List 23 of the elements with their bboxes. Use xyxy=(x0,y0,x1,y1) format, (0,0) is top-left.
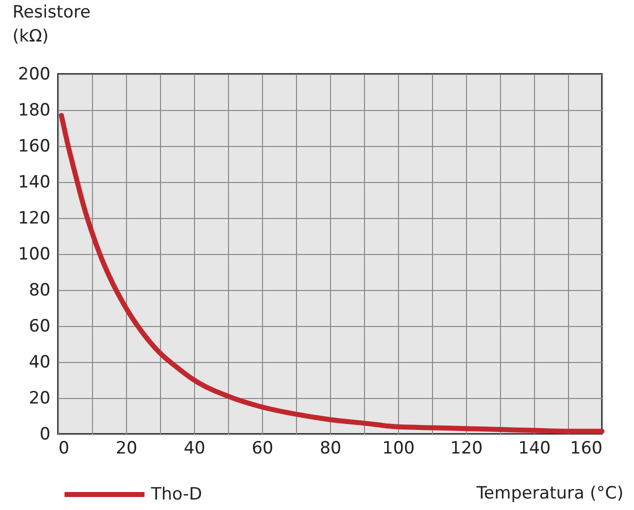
y-tick-label: 60 xyxy=(28,316,50,336)
x-tick-label: 80 xyxy=(320,438,342,458)
x-tick-label: 160 xyxy=(570,438,602,458)
x-tick-label: 100 xyxy=(382,438,415,458)
y-tick-label: 200 xyxy=(18,64,50,84)
y-tick-label: 180 xyxy=(18,100,50,120)
y-tick-label: 120 xyxy=(18,208,50,228)
y-tick-label: 160 xyxy=(18,136,50,156)
y-axis-title: Resistore (kΩ) xyxy=(12,2,91,46)
x-tick-label: 40 xyxy=(184,438,206,458)
y-tick-label: 20 xyxy=(28,388,50,408)
x-tick-label: 120 xyxy=(450,438,483,458)
x-tick-label: 140 xyxy=(518,438,551,458)
y-tick-label: 40 xyxy=(28,352,50,372)
y-tick-label: 80 xyxy=(28,280,50,300)
y-tick-label: 100 xyxy=(18,244,50,264)
legend-label: Tho-D xyxy=(150,484,202,504)
x-tick-label: 20 xyxy=(116,438,138,458)
x-tick-label: 0 xyxy=(58,438,70,458)
x-axis-title: Temperatura (°C) xyxy=(475,484,624,504)
x-tick-label: 60 xyxy=(252,438,274,458)
y-tick-label: 140 xyxy=(18,172,50,192)
y-tick-label: 0 xyxy=(40,424,50,444)
